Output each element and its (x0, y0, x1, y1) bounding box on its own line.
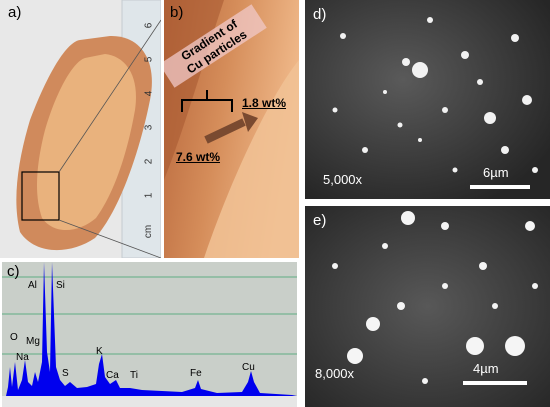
gradient-zoom-image (164, 0, 299, 258)
panel-c-label: c) (7, 263, 20, 280)
ruler-unit: cm (143, 224, 155, 239)
element-label-al: Al (28, 280, 37, 291)
ruler-number: 4 (143, 90, 155, 97)
clay-inner (36, 54, 136, 231)
panel-d-label: d) (313, 6, 327, 23)
eds-spectrum (2, 262, 297, 407)
ruler-number: 5 (143, 56, 155, 63)
ruler-numbers: 6 5 4 3 2 1 (143, 20, 160, 230)
element-label-na: Na (16, 352, 29, 363)
ruler-number: 1 (143, 192, 155, 199)
panel-a-photo: 6 5 4 3 2 1 a) cm (0, 0, 161, 258)
ruler-number: 3 (143, 124, 155, 131)
element-label-ti: Ti (130, 370, 138, 381)
scale-bar-d (470, 185, 530, 189)
element-label-fe: Fe (190, 368, 202, 379)
ruler-number: 6 (143, 22, 155, 29)
zoom-selection-box (21, 171, 60, 221)
element-label-o: O (10, 332, 18, 343)
panel-e-label: e) (313, 212, 327, 229)
ruler-number: 2 (143, 158, 155, 165)
panel-a-label: a) (8, 4, 22, 21)
magnification-d: 5,000x (323, 172, 363, 187)
high-concentration-value: 7.6 wt% (176, 150, 221, 164)
element-label-k: K (96, 346, 103, 357)
sem-image-d (305, 0, 550, 199)
panel-c-spectrum: c) O Na Mg Al Si S K Ca Ti Fe Cu (2, 262, 297, 407)
element-label-mg: Mg (26, 336, 40, 347)
element-label-cu: Cu (242, 362, 255, 373)
scale-bar-label-e: 4µm (473, 361, 499, 376)
magnification-e: 8,000x (315, 366, 355, 381)
element-label-si: Si (56, 280, 65, 291)
bracket (181, 90, 233, 112)
clay-object-photo (0, 0, 161, 258)
panel-d-sem: d) 5,000x 6µm (305, 0, 550, 199)
element-label-s: S (62, 368, 69, 379)
spectrum-trace (6, 262, 297, 396)
scale-bar-e (463, 381, 527, 385)
sem-image-e (305, 206, 550, 407)
panel-b-label: b) (170, 4, 184, 21)
panel-b-zoom: b) Gradient of Cu particles 1.8 wt% 7.6 … (164, 0, 299, 258)
gradient-arrow (204, 112, 258, 144)
element-label-ca: Ca (106, 370, 119, 381)
scale-bar-label-d: 6µm (483, 165, 509, 180)
low-concentration-value: 1.8 wt% (242, 96, 287, 110)
panel-e-sem: e) 8,000x 4µm (305, 206, 550, 407)
